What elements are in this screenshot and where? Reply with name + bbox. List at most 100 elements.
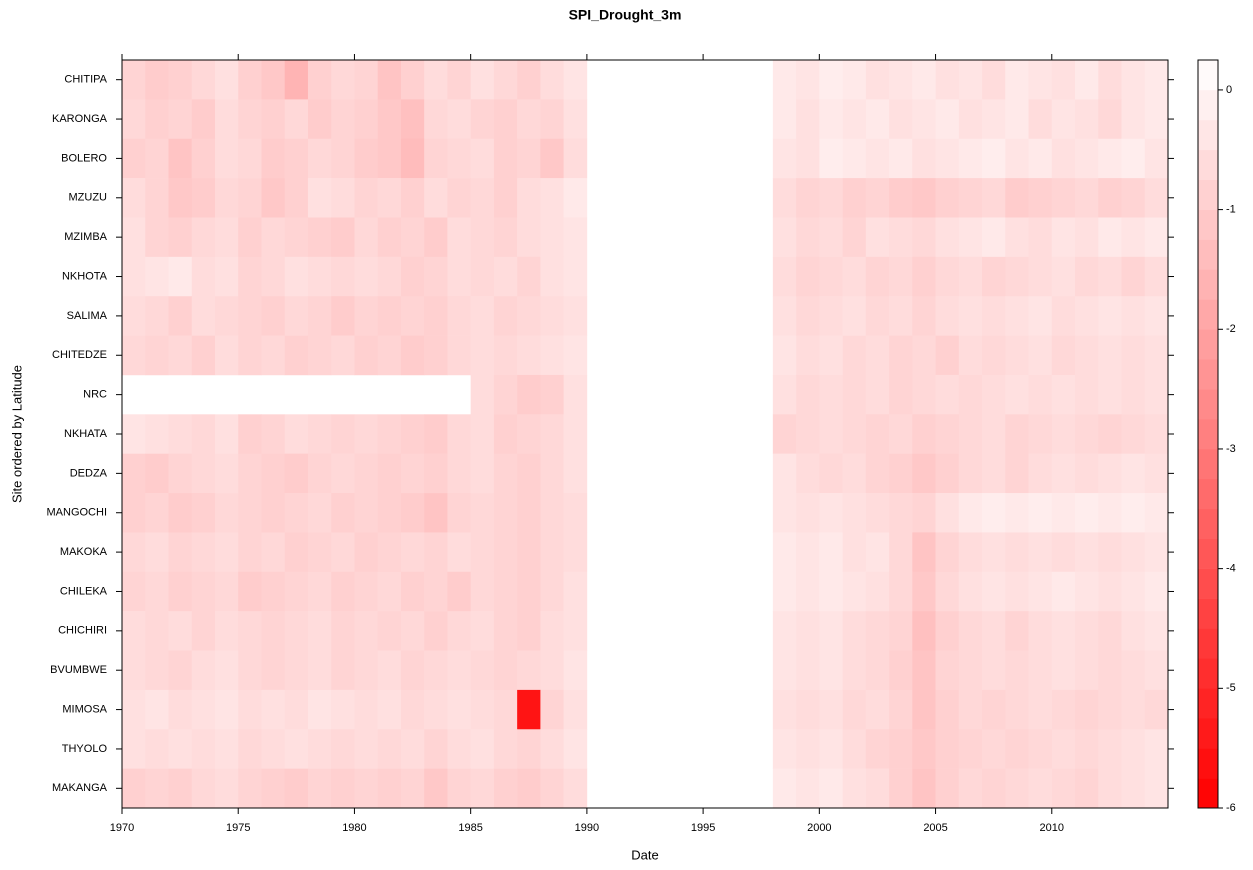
heat-cell (377, 729, 402, 769)
heat-cell (1144, 217, 1169, 258)
colorbar-band (1198, 119, 1218, 151)
heat-cell (1144, 60, 1169, 100)
heat-cell (1051, 453, 1076, 494)
heat-cell (540, 689, 564, 730)
heat-cell (842, 611, 867, 651)
heat-cell (191, 611, 216, 651)
heat-cell (284, 453, 309, 494)
heat-cell (935, 335, 960, 376)
heat-cell (563, 256, 588, 297)
heat-cell (1051, 296, 1076, 336)
y-tick-label: CHICHIRI (58, 625, 107, 637)
colorbar-band (1198, 568, 1218, 599)
heat-cell (214, 256, 239, 297)
heat-cell (354, 689, 378, 730)
heat-cell (377, 650, 402, 691)
heat-cell (377, 532, 402, 573)
y-tick-label: BVUMBWE (50, 664, 107, 676)
heat-cell (1098, 729, 1122, 769)
colorbar-band (1198, 269, 1218, 300)
heat-cell (772, 611, 797, 651)
heat-cell (889, 60, 913, 100)
heat-cell (168, 178, 193, 218)
heat-cell (214, 493, 239, 533)
heat-cell (377, 138, 402, 179)
heat-cell (1121, 296, 1146, 336)
heat-cell (889, 374, 913, 415)
heat-cell (493, 335, 518, 376)
heat-cell (958, 217, 983, 258)
colorbar-band (1198, 508, 1218, 540)
colorbar-band (1198, 538, 1218, 569)
heat-cell (540, 99, 564, 140)
colorbar-band (1198, 478, 1218, 510)
heat-cell (191, 256, 216, 297)
heat-cell (563, 60, 588, 100)
heat-cell (470, 453, 495, 494)
colorbar-band (1198, 718, 1218, 749)
heat-cell (563, 689, 588, 730)
heat-cell (842, 453, 867, 494)
heat-cell (517, 768, 541, 809)
heat-cell (563, 571, 588, 612)
heat-cell (145, 335, 169, 376)
heat-cell (958, 532, 983, 573)
heat-cell (307, 335, 332, 376)
heat-cell (819, 414, 843, 454)
heat-cell (145, 60, 169, 100)
heat-cell (1075, 650, 1099, 691)
heat-cell (912, 650, 936, 691)
heat-cell (865, 650, 890, 691)
heat-cell (284, 493, 309, 533)
heat-cell (168, 453, 193, 494)
colorbar-band (1198, 89, 1218, 121)
heat-cell (796, 414, 820, 454)
heat-cell (284, 60, 309, 100)
heat-cell (331, 532, 355, 573)
heat-cell (982, 493, 1006, 533)
heat-cell (191, 138, 216, 179)
heat-cell (191, 768, 216, 809)
heat-cell (447, 453, 471, 494)
heat-cell (912, 138, 936, 179)
heat-cell (145, 689, 169, 730)
heat-cell (842, 178, 867, 218)
heat-cell (865, 296, 890, 336)
heat-cell (889, 217, 913, 258)
heat-cell (889, 178, 913, 218)
heat-cell (424, 689, 448, 730)
heat-cell (982, 60, 1006, 100)
x-tick-label: 1980 (342, 822, 366, 834)
heat-cell (354, 650, 378, 691)
heat-cell (865, 493, 890, 533)
heat-cell (563, 493, 588, 533)
heat-cell (122, 571, 146, 612)
colorbar-band (1198, 149, 1218, 180)
heat-cell (517, 611, 541, 651)
heat-cell (261, 453, 286, 494)
heat-cell (145, 256, 169, 297)
heat-cell (238, 493, 262, 533)
heat-cell (1005, 256, 1029, 297)
heat-cell (1121, 453, 1146, 494)
heat-cell (1121, 256, 1146, 297)
heat-cell (865, 453, 890, 494)
heat-cell (842, 374, 867, 415)
heat-cell (1028, 414, 1053, 454)
heat-cell (284, 296, 309, 336)
heat-cell (238, 453, 262, 494)
heat-cell (261, 178, 286, 218)
y-tick-label: NKHATA (64, 428, 108, 440)
x-tick-label: 2000 (807, 822, 831, 834)
heat-cell (1121, 99, 1146, 140)
heat-cell (470, 60, 495, 100)
heat-cell (772, 335, 797, 376)
heat-cell (517, 99, 541, 140)
heat-cell (935, 650, 960, 691)
heat-cell (540, 217, 564, 258)
heat-cell (424, 99, 448, 140)
heat-cell (1144, 571, 1169, 612)
heat-cell (889, 650, 913, 691)
heat-cell (238, 60, 262, 100)
heat-cell (331, 256, 355, 297)
